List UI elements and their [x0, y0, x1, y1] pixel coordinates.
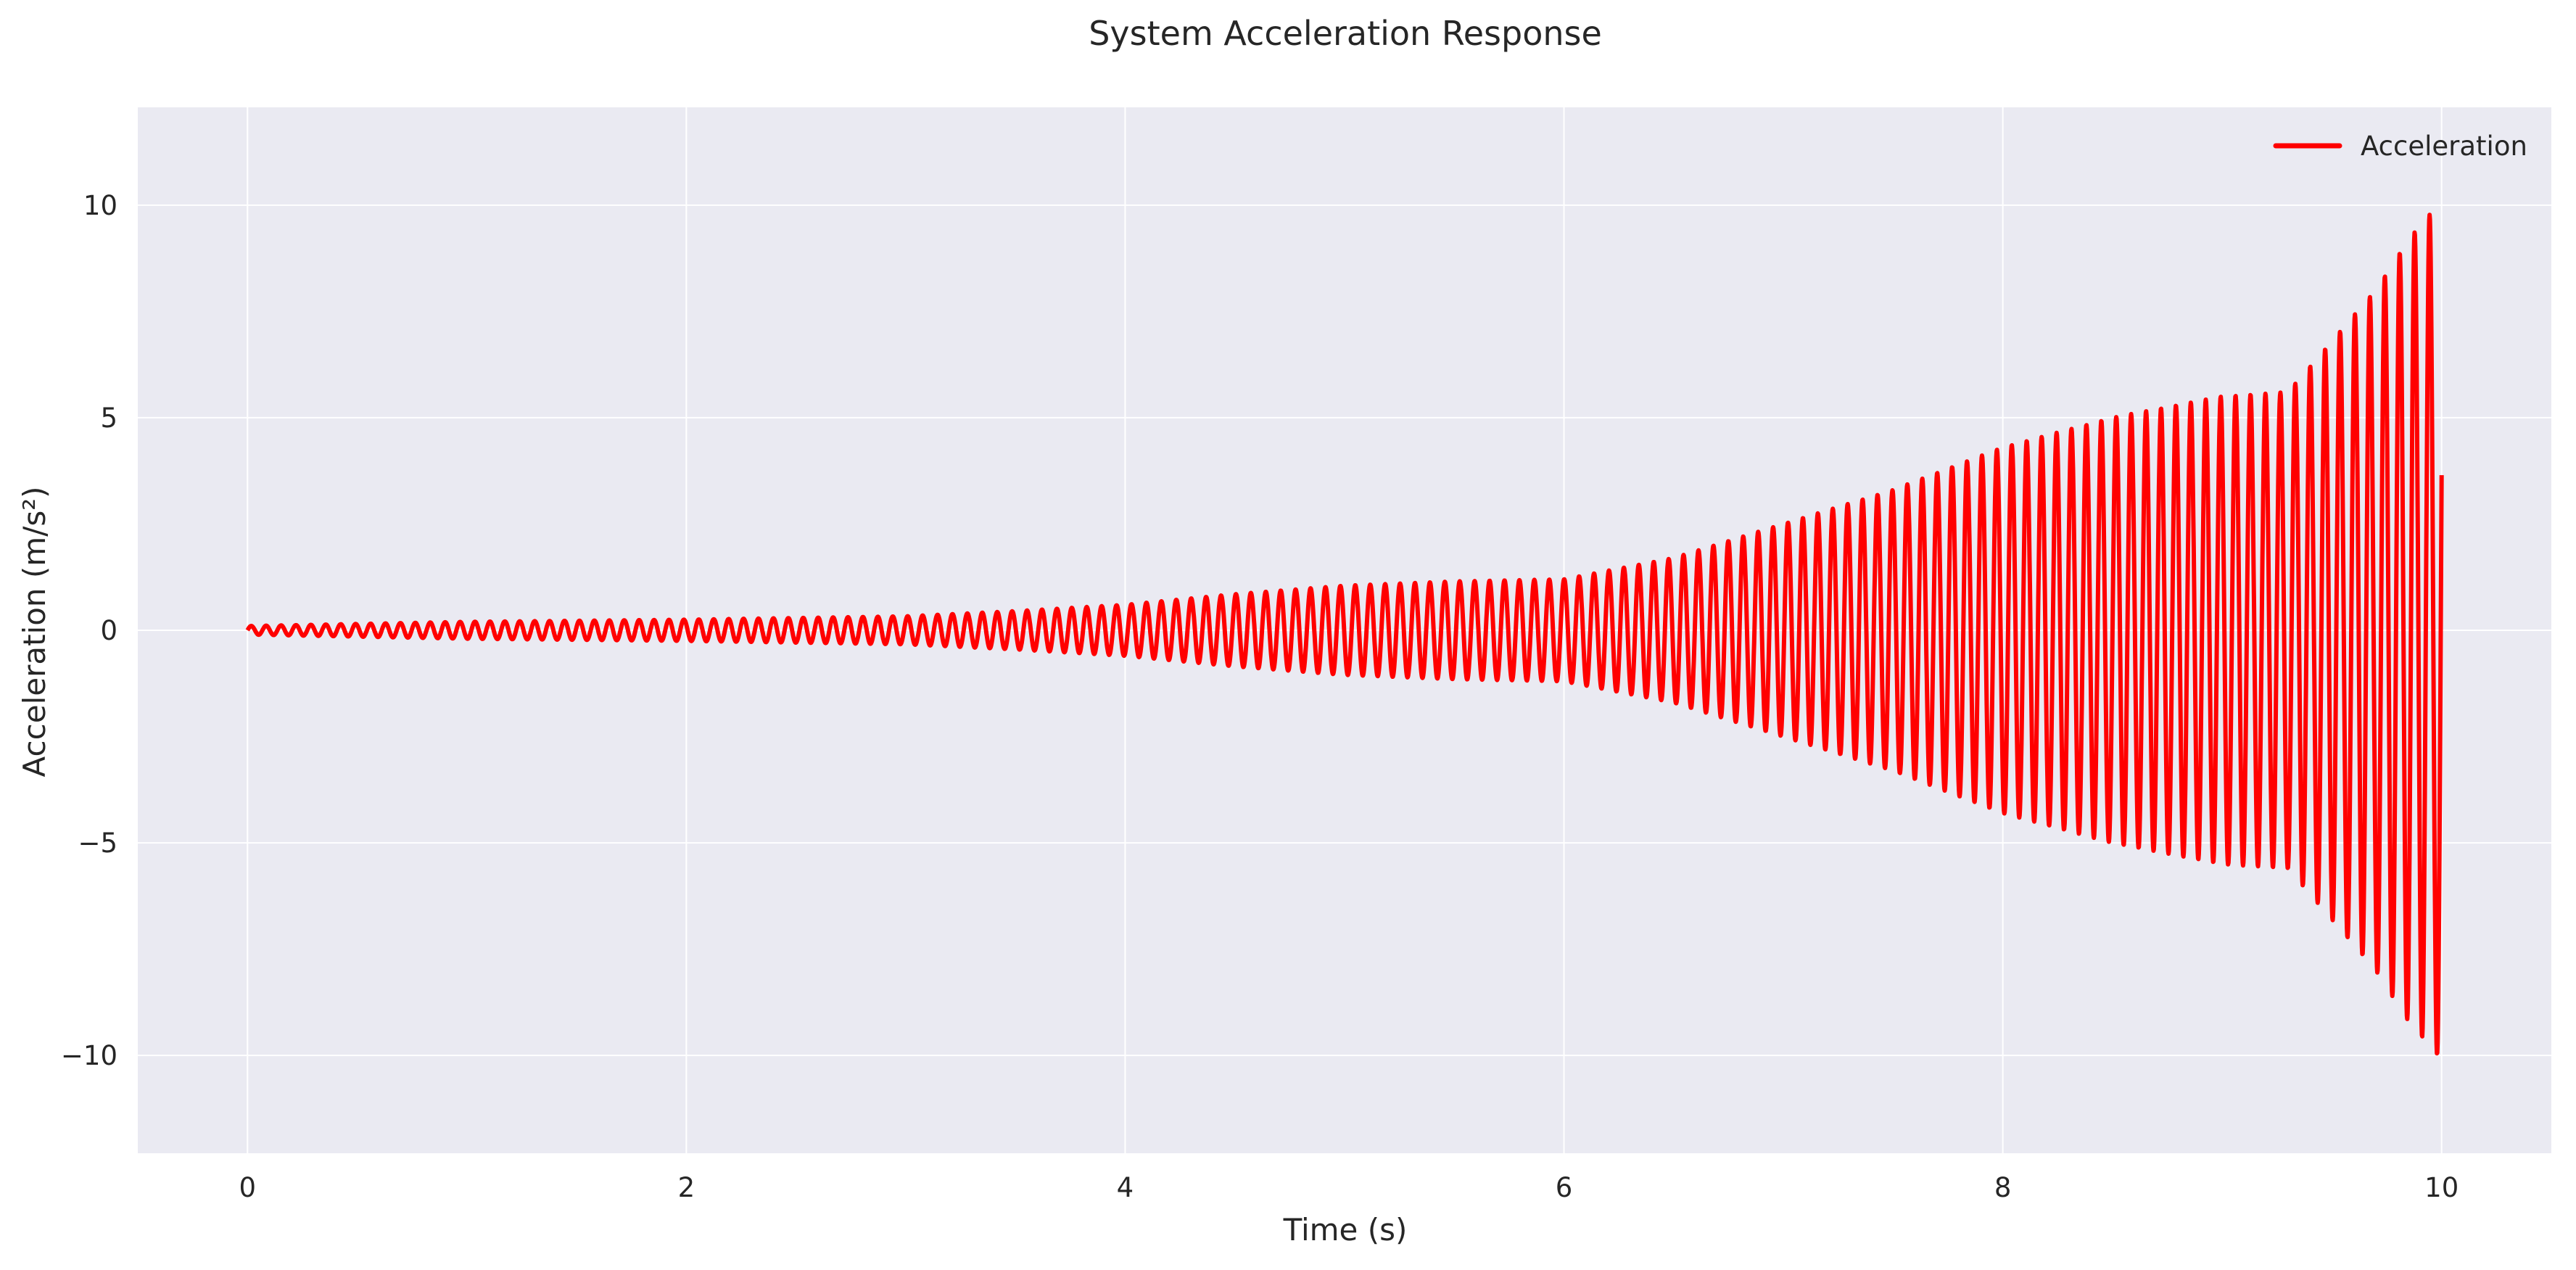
chart-title: System Acceleration Response — [1089, 14, 1602, 53]
y-axis-label: Acceleration (m/s²) — [17, 487, 52, 778]
x-tick-label: 4 — [1117, 1172, 1134, 1203]
x-tick-label: 8 — [1994, 1172, 2012, 1203]
x-axis-label: Time (s) — [1283, 1212, 1408, 1248]
x-tick-label: 2 — [678, 1172, 695, 1203]
series-layer — [245, 213, 2444, 1056]
x-tick-label: 6 — [1556, 1172, 1573, 1203]
y-tick-label: −10 — [61, 1040, 117, 1071]
legend-label-acceleration: Acceleration — [2361, 131, 2527, 162]
y-tick-label: 10 — [83, 190, 117, 221]
x-tick-label: 0 — [239, 1172, 256, 1203]
tick-labels: 0 2 4 6 8 10 −10 −5 0 5 10 — [61, 190, 2459, 1203]
y-tick-label: −5 — [78, 828, 117, 859]
legend: Acceleration — [2273, 131, 2527, 162]
y-tick-label: 0 — [100, 615, 117, 646]
y-tick-label: 5 — [100, 403, 117, 434]
x-tick-label: 10 — [2424, 1172, 2459, 1203]
series-line-acceleration — [245, 213, 2444, 1056]
